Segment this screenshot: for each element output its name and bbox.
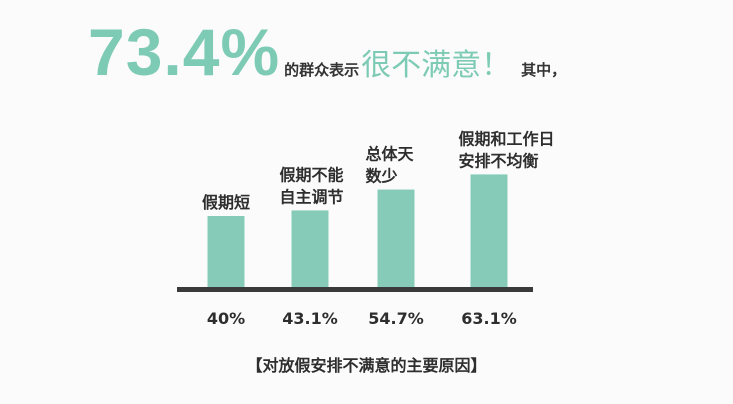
value-label: 54.7% (368, 309, 424, 328)
bar (207, 216, 245, 288)
headline: 73.4% 的群众表示很不满意！ 其中， (88, 14, 566, 90)
category-label: 假期和工作日 (459, 129, 555, 148)
category-label: 总体天 (366, 145, 415, 164)
bar (470, 174, 508, 288)
headline-text: 的群众表示 (284, 61, 360, 79)
value-label: 63.1% (461, 309, 517, 328)
bar (291, 210, 329, 288)
chart-title: 【对放假安排不满意的主要原因】 (246, 356, 487, 375)
value-label: 43.1% (282, 309, 338, 328)
headline-emphasis: 很不满意！ (361, 48, 512, 83)
category-label: 自主调节 (280, 187, 344, 206)
category-label: 假期短 (202, 193, 250, 212)
bar (377, 189, 415, 288)
headline-percent: 73.4% (88, 15, 281, 89)
category-label: 数少 (366, 167, 398, 186)
x-axis-line (177, 287, 533, 292)
headline-tail: 其中， (521, 61, 567, 79)
value-label: 40% (207, 309, 245, 328)
category-label: 安排不均衡 (459, 151, 539, 170)
category-label: 假期不能 (280, 165, 344, 184)
